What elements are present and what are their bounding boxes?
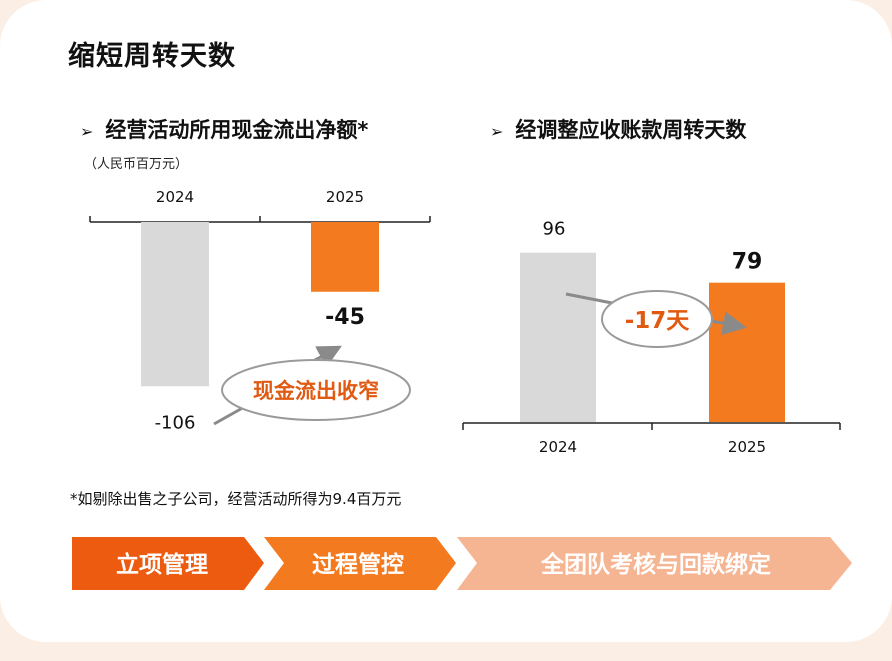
flow-step-2-label: 过程管控 [312, 551, 404, 578]
chart-right-title: 经调整应收账款周转天数 [515, 118, 747, 142]
process-flow: 立项管理 过程管控 全团队考核与回款绑定 [72, 537, 852, 590]
footnote: *如剔除出售之子公司，经营活动所得为9.4百万元 [70, 490, 402, 508]
right-data-label-2024: 96 [543, 219, 566, 240]
flow-step-3 [457, 537, 852, 590]
left-bar-2025 [311, 222, 379, 292]
right-data-label-2025: 79 [732, 250, 763, 275]
right-arrow-tail [565, 292, 613, 305]
chart-right: 2024 2025 96 79 -17天 [462, 219, 841, 456]
left-data-label-2024: -106 [155, 412, 196, 433]
right-annotation-text: -17天 [625, 308, 691, 334]
left-annotation-bubble [221, 359, 411, 421]
bullet-arrow-icon: ➢ [80, 122, 94, 141]
flow-step-1 [72, 537, 264, 590]
chart-left-unit: （人民币百万元） [84, 157, 189, 172]
flow-step-2 [264, 537, 456, 590]
left-data-label-2025: -45 [325, 305, 365, 330]
flow-step-1-label: 立项管理 [116, 551, 208, 578]
left-tick-label-2025: 2025 [326, 188, 364, 206]
left-tick-label-2024: 2024 [156, 188, 194, 206]
flow-step-3-label: 全团队考核与回款绑定 [540, 551, 771, 578]
right-annotation-bubble [601, 290, 713, 348]
right-tick-label-2025: 2025 [728, 438, 766, 456]
left-annotation-text: 现金流出收窄 [253, 379, 379, 403]
page-title: 缩短周转天数 [68, 41, 236, 72]
right-bar-2025 [709, 282, 785, 422]
right-bar-2024 [520, 252, 596, 422]
chart-left-title: 经营活动所用现金流出净额* [105, 118, 369, 142]
chart-left: 2024 2025 -106 -45 现金流出收窄 [89, 188, 431, 433]
right-tick-label-2024: 2024 [539, 438, 577, 456]
chart-right-heading: ➢ 经调整应收账款周转天数 [490, 114, 746, 144]
chart-left-heading: ➢ 经营活动所用现金流出净额* [80, 114, 368, 144]
left-bar-2024 [141, 222, 209, 387]
bullet-arrow-icon: ➢ [490, 122, 504, 141]
